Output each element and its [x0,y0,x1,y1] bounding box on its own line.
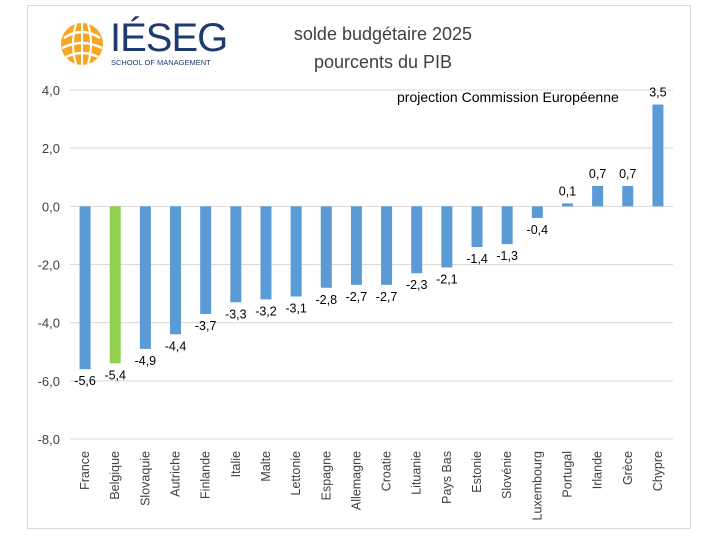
x-tick-label: Espagne [319,451,333,500]
y-tick-label: 2,0 [42,141,60,156]
value-label: -3,1 [285,301,307,315]
ieseg-logo: IÉSEG SCHOOL OF MANAGEMENT [58,16,228,74]
logo-tagline: SCHOOL OF MANAGEMENT [111,58,211,67]
value-label: 0,7 [589,167,606,181]
value-label: -5,4 [104,368,126,382]
bar-portugal [561,203,573,207]
value-label: 3,5 [649,86,666,100]
value-label: -4,9 [135,354,157,368]
value-label: -3,7 [195,319,217,333]
value-label: -0,4 [527,223,549,237]
bar-autriche [170,206,182,335]
value-label: 0,7 [619,167,636,181]
globe-icon [61,21,103,67]
x-tick-label: France [78,451,92,490]
bar-lituanie [411,206,423,274]
value-label: -1,3 [496,249,518,263]
value-label: -3,2 [255,304,277,318]
bar-finlande [200,206,212,314]
x-tick-label: Estonie [470,451,484,493]
bar-irlande [592,185,604,207]
bar-croatie [381,206,393,285]
x-tick-label: Portugal [560,451,574,498]
bar-grèce [622,185,634,207]
y-tick-label: 4,0 [42,83,60,98]
x-tick-label: Pays Bas [440,451,454,504]
x-tick-label: Grèce [621,451,635,485]
bars [79,104,664,370]
chart-subtitle: pourcents du PIB [313,52,453,72]
x-axis-labels: France Belgique Slovaquie Autriche Finlande I… [78,451,665,521]
value-label: -2,3 [406,278,428,292]
y-tick-label: 0,0 [42,199,60,214]
bar-malte [260,206,272,300]
x-tick-label: Irlande [591,451,605,489]
value-label: -2,1 [436,272,458,286]
value-label: -2,7 [376,290,398,304]
bar-slovaquie [139,206,151,349]
x-tick-label: Lituanie [410,451,424,495]
x-tick-label: Slovénie [500,451,514,499]
y-tick-label: -2,0 [38,258,60,273]
bar-france [79,206,91,370]
value-label: -1,4 [466,252,488,266]
x-tick-label: Slovaquie [138,451,152,506]
bar-pays-bas [441,206,453,268]
x-tick-label: Italie [229,451,243,477]
x-tick-label: Luxembourg [530,451,544,521]
bar-lettonie [290,206,302,297]
value-label: -5,6 [74,374,96,388]
x-tick-label: Belgique [108,451,122,500]
x-tick-label: Autriche [169,451,183,497]
value-label: -2,7 [346,290,368,304]
x-tick-label: Finlande [199,451,213,499]
logo-wordmark: IÉSEG [110,16,228,60]
value-label: 0,1 [559,184,576,198]
chart-title: solde budgétaire 2025 [293,24,473,44]
bar-allemagne [350,206,362,285]
bar-belgique [109,206,121,364]
value-labels: -5,6 -5,4 -4,9 -4,4 -3,7 -3,3 -3,2 -3,1 -2,8 -2,7… [74,86,666,389]
value-label: -4,4 [165,339,187,353]
bar-espagne [320,206,332,288]
bar-chypre [652,104,664,207]
bar-luxembourg [531,206,543,218]
value-label: -2,8 [316,293,338,307]
bar-italie [230,206,242,303]
x-tick-label: Malte [259,451,273,482]
x-tick-label: Chypre [651,451,665,491]
value-label: -3,3 [225,307,247,321]
bar-slovénie [501,206,513,245]
bar-chart: 4,0 2,0 0,0 -2,0 -4,0 -6,0 -8,0 -5,6 -5,4 -4,9 -4… [38,83,673,521]
x-tick-label: Lettonie [289,451,303,496]
bar-estonie [471,206,483,248]
y-tick-label: -6,0 [38,374,60,389]
y-tick-label: -8,0 [38,432,60,447]
y-tick-label: -4,0 [38,316,60,331]
y-axis-ticks: 4,0 2,0 0,0 -2,0 -4,0 -6,0 -8,0 [38,83,60,447]
chart-annotation: projection Commission Européenne [397,89,619,105]
x-tick-label: Croatie [380,451,394,491]
gridlines [70,89,673,440]
chart-frame: 4,0 2,0 0,0 -2,0 -4,0 -6,0 -8,0 -5,6 -5,4 -4,9 -4… [27,5,691,529]
x-tick-label: Allemagne [349,451,363,510]
